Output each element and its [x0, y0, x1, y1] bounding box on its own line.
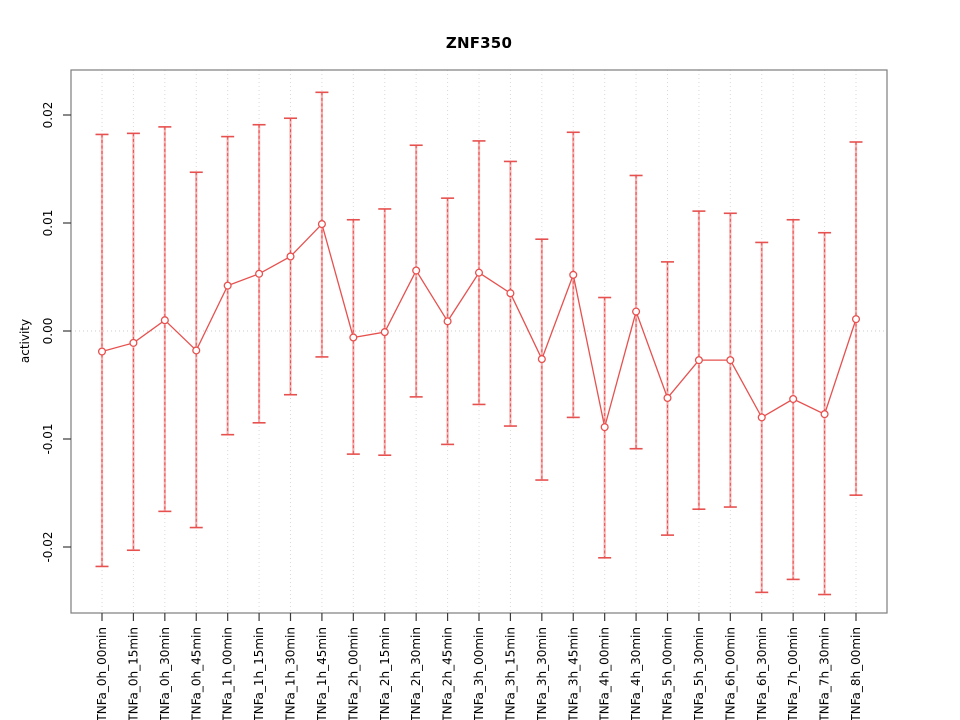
x-tick-label: TNFa_3h_15min [503, 627, 517, 720]
data-point-marker [694, 356, 703, 365]
x-tick-label: TNFa_6h_00min [723, 627, 737, 720]
x-tick-label: TNFa_3h_00min [472, 627, 486, 720]
x-tick-label: TNFa_5h_00min [661, 627, 675, 720]
x-tick-label: TNFa_4h_00min [598, 627, 612, 720]
data-point-marker [851, 315, 861, 324]
x-tick-label: TNFa_1h_30min [284, 627, 298, 720]
x-tick-label: TNFa_7h_30min [818, 627, 832, 720]
x-tick-label: TNFa_0h_15min [126, 627, 140, 720]
data-point-marker [129, 338, 138, 347]
x-tick-label: TNFa_3h_30min [535, 627, 549, 720]
data-point-marker [380, 328, 389, 337]
x-tick-label: TNFa_0h_30min [158, 627, 172, 720]
data-point-marker [192, 346, 201, 355]
x-tick-label: TNFa_7h_00min [786, 627, 800, 720]
data-point-marker [160, 316, 169, 325]
data-point-marker [349, 333, 358, 342]
x-tick-label: TNFa_6h_30min [755, 627, 769, 720]
x-tick-label: TNFa_1h_45min [315, 627, 329, 720]
data-point-marker [286, 252, 295, 261]
x-tick-label: TNFa_3h_45min [566, 627, 580, 720]
x-tick-label: TNFa_2h_15min [378, 627, 392, 720]
data-point-marker [317, 220, 326, 229]
x-tick-label: TNFa_1h_15min [252, 627, 266, 720]
data-point-marker [474, 268, 484, 277]
x-tick-label: TNFa_8h_00min [849, 627, 863, 720]
y-tick-label: -0.02 [41, 531, 55, 562]
data-point-marker [726, 356, 735, 365]
data-point-marker [632, 307, 641, 316]
chart-title: ZNF350 [445, 34, 513, 52]
x-tick-label: TNFa_0h_45min [189, 627, 203, 720]
data-point-marker [223, 281, 232, 290]
data-point-marker [255, 269, 264, 278]
y-tick-label: 0.00 [41, 318, 55, 345]
y-tick-label: 0.02 [41, 102, 55, 129]
x-tick-label: TNFa_4h_30min [629, 627, 643, 720]
data-point-marker [820, 410, 829, 419]
x-tick-label: TNFa_0h_00min [95, 627, 109, 720]
data-point-marker [443, 317, 452, 326]
x-tick-label: TNFa_1h_00min [221, 627, 235, 720]
data-point-marker [97, 347, 107, 356]
y-tick-label: -0.01 [41, 423, 55, 454]
y-tick-label: 0.01 [41, 210, 55, 237]
data-point-marker [569, 270, 578, 279]
x-tick-label: TNFa_5h_30min [692, 627, 706, 720]
data-point-marker [412, 266, 421, 275]
data-point-marker [663, 393, 672, 403]
x-tick-label: TNFa_2h_45min [441, 627, 455, 720]
data-point-marker [757, 413, 766, 422]
data-point-marker [506, 289, 515, 298]
data-point-marker [789, 394, 798, 404]
data-point-marker [537, 355, 546, 364]
data-point-marker [600, 423, 609, 432]
x-tick-label: TNFa_2h_30min [409, 627, 423, 720]
x-tick-label: TNFa_2h_00min [346, 627, 360, 720]
y-axis-title: activity [18, 318, 32, 364]
